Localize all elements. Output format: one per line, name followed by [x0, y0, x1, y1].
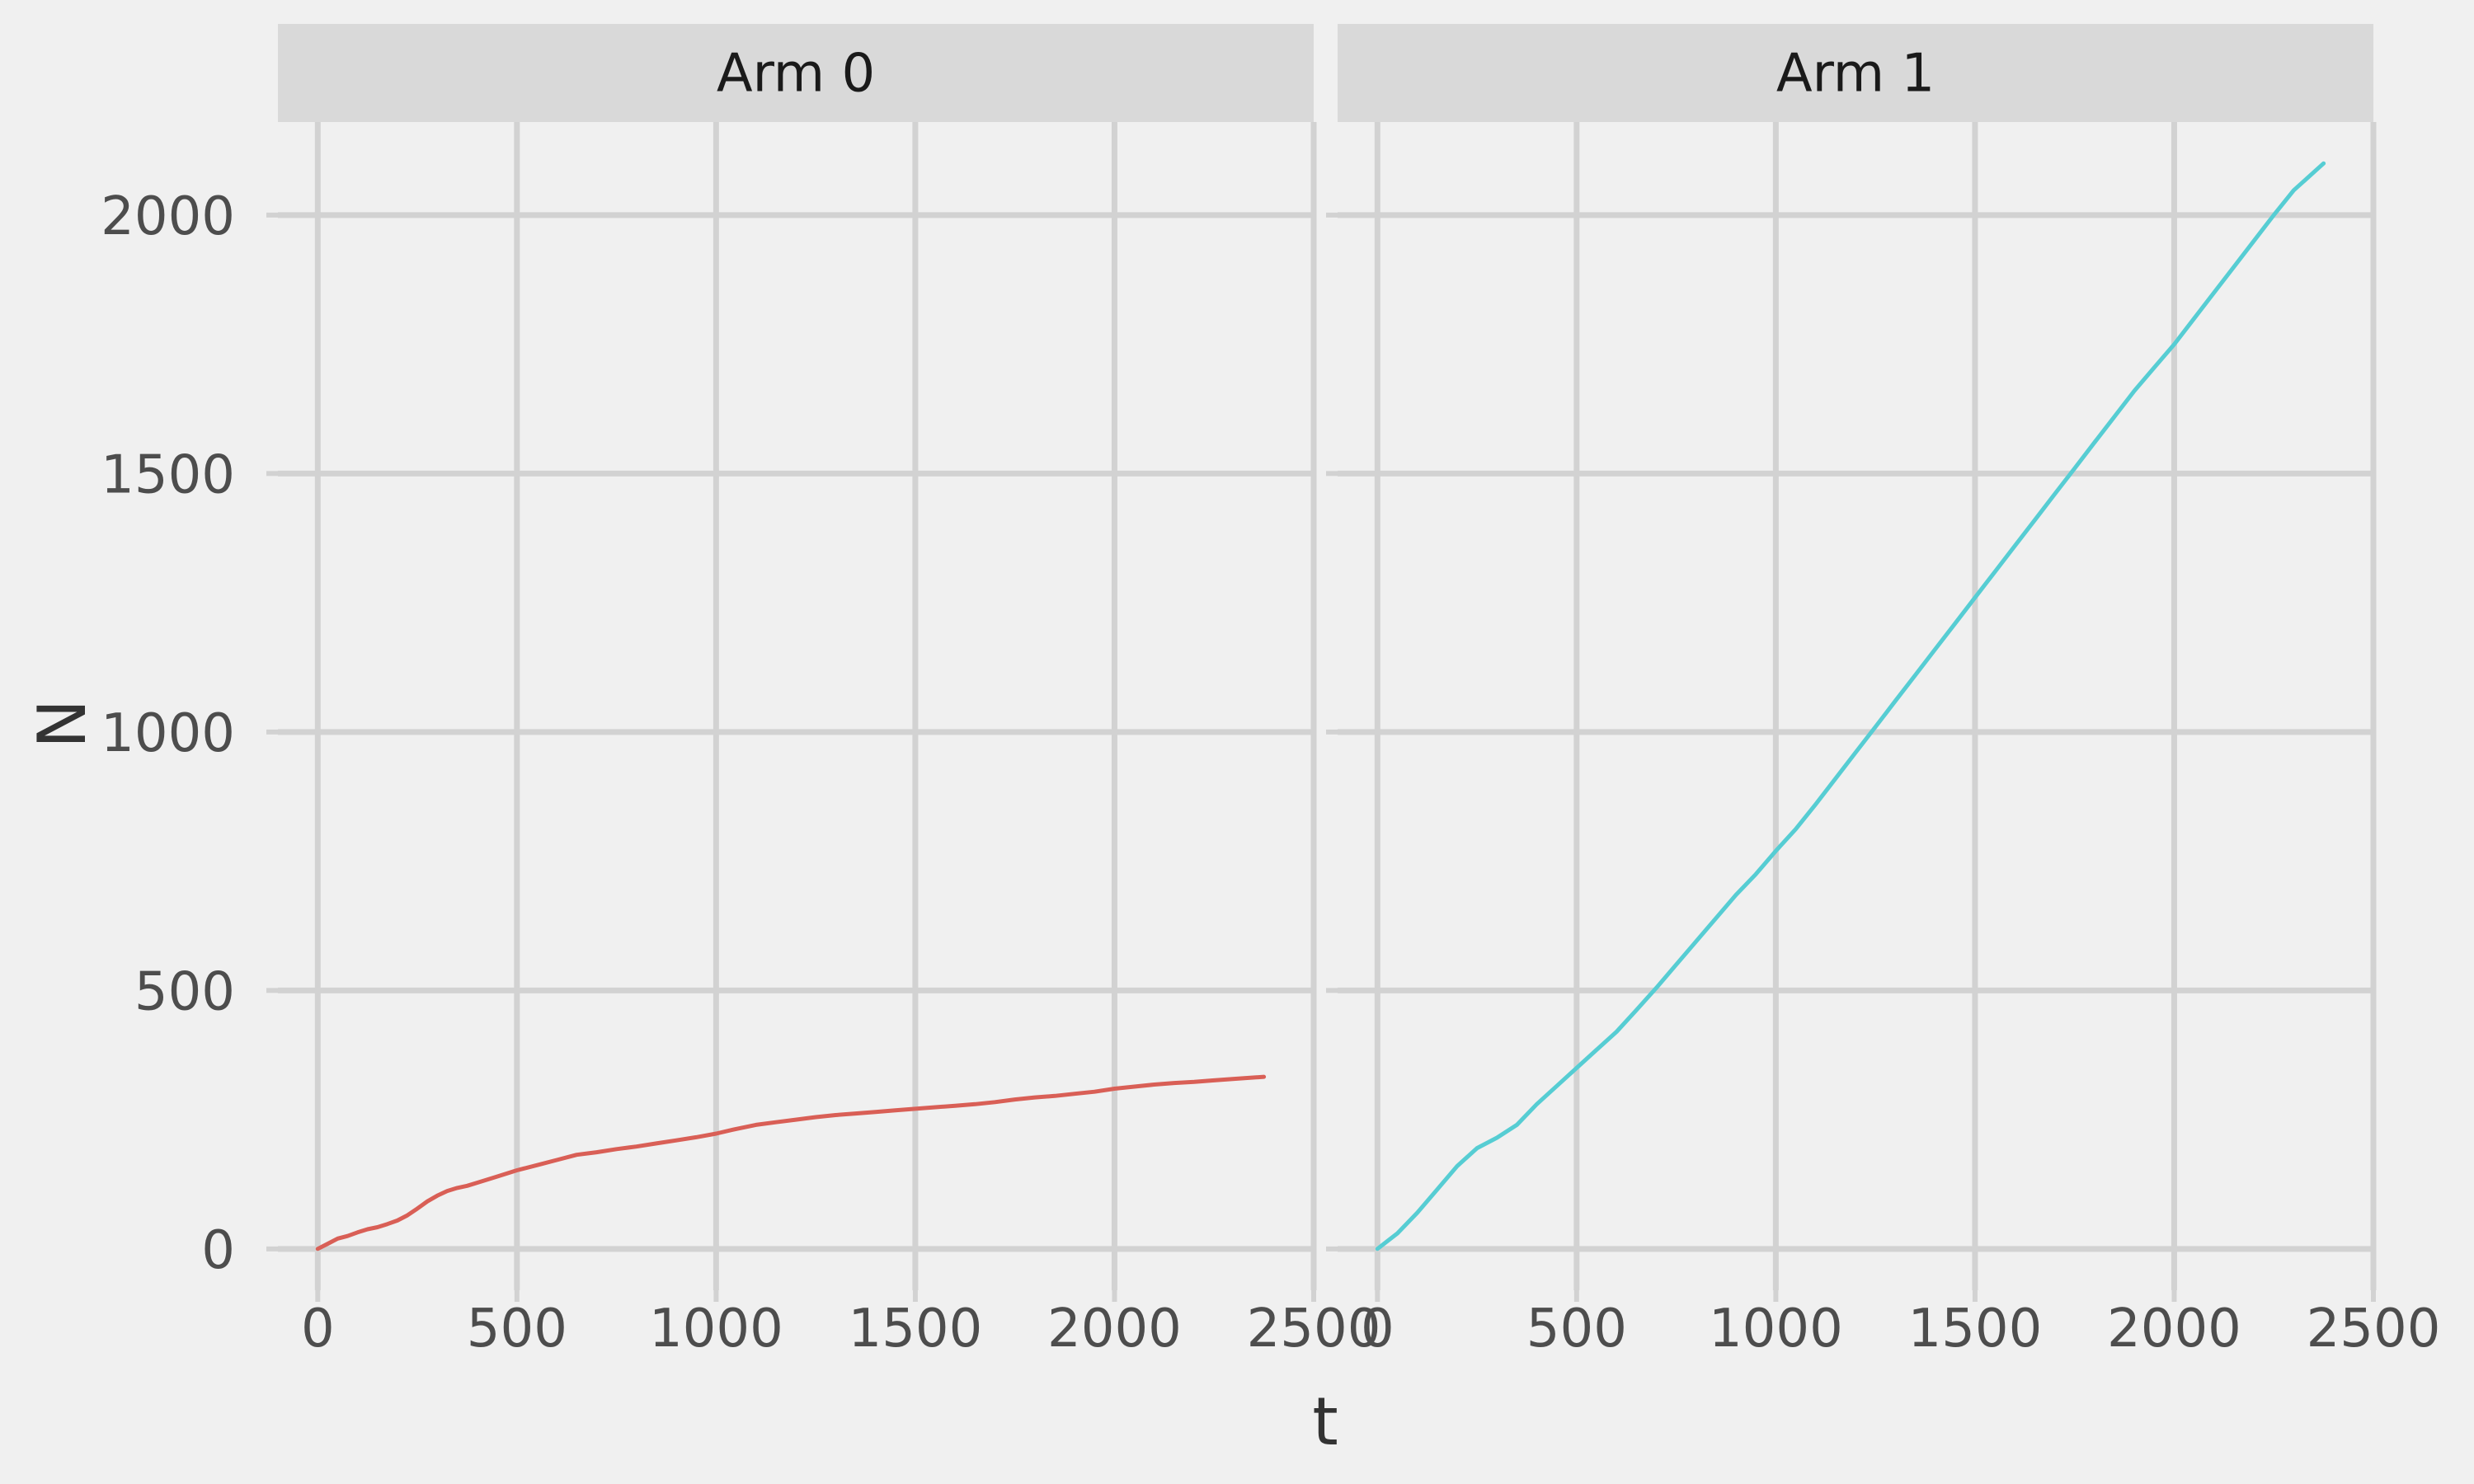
x-tick-label: 0 [301, 1298, 335, 1360]
facet-strip [278, 24, 1314, 122]
x-tick-label: 2500 [2307, 1298, 2441, 1360]
x-tick-label: 2500 [1247, 1298, 1381, 1360]
facet-strip-label: Arm 0 [717, 44, 875, 105]
x-tick-label: 1500 [1907, 1298, 2042, 1360]
y-tick-label: 0 [201, 1220, 235, 1281]
x-tick-label: 1000 [649, 1298, 783, 1360]
x-tick-label: 500 [467, 1298, 567, 1360]
panel-0: Arm 0 0 500 1000 1500 2000 2500 [266, 24, 1380, 1360]
x-tick-label: 1500 [848, 1298, 982, 1360]
y-axis-title: N [24, 699, 101, 749]
series-line-1 [1375, 161, 2326, 1252]
series-line-0 [315, 1074, 1267, 1252]
y-tick-label: 2000 [101, 186, 235, 247]
panel-1: Arm 1 0 500 1000 1500 2000 2500 [1326, 24, 2440, 1360]
x-tick-label: 1000 [1709, 1298, 1843, 1360]
facet-strip [1338, 24, 2373, 122]
x-tick-label: 500 [1526, 1298, 1627, 1360]
y-tick-label: 1000 [101, 703, 235, 764]
x-tick-label: 2000 [1047, 1298, 1182, 1360]
y-tick-label: 500 [134, 961, 235, 1022]
y-tick-label: 1500 [101, 444, 235, 505]
y-tick-labels: 0 500 1000 1500 2000 [101, 186, 235, 1281]
x-tick-label: 0 [1361, 1298, 1395, 1360]
facet-panels: Arm 0 0 500 1000 1500 2000 2500 Arm 1 0 500 1000 15… [266, 24, 2440, 1360]
x-tick-label: 2000 [2107, 1298, 2241, 1360]
facet-strip-label: Arm 1 [1776, 44, 1935, 105]
x-axis-title: t [1312, 1383, 1338, 1460]
